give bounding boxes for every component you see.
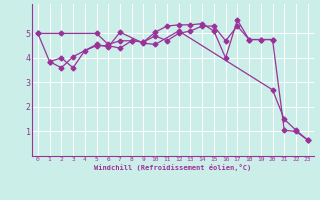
X-axis label: Windchill (Refroidissement éolien,°C): Windchill (Refroidissement éolien,°C) <box>94 164 252 171</box>
